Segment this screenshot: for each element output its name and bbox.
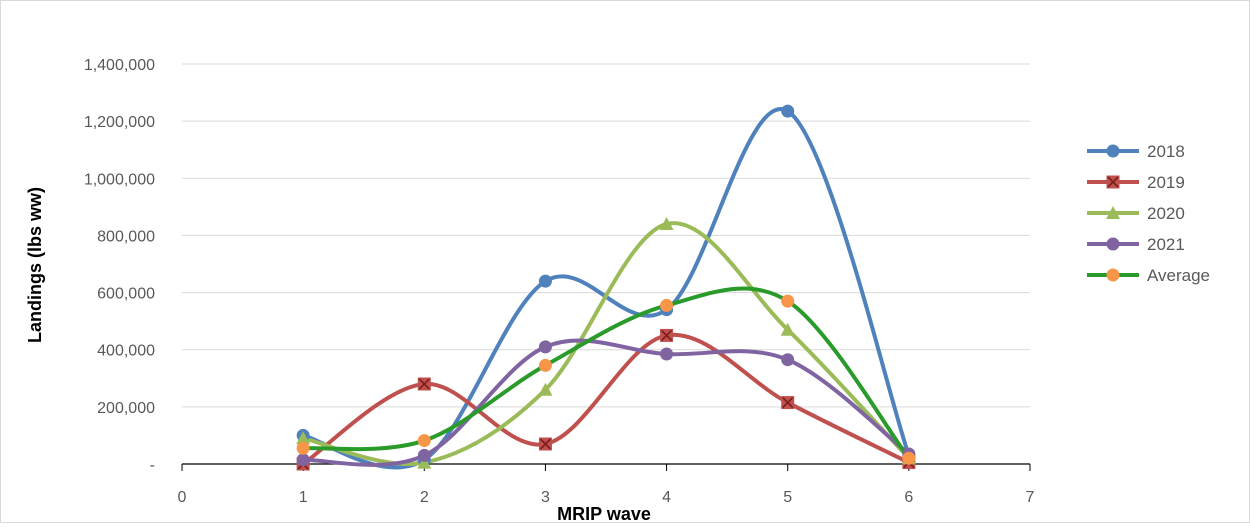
data-point-2021: [296, 453, 310, 467]
data-point-average: [902, 451, 916, 465]
x-tick-label: 6: [904, 489, 913, 506]
legend-label: Average: [1147, 266, 1210, 285]
legend: 2018 2019 2020 2021 Average: [1087, 142, 1210, 285]
data-point-2020: [538, 382, 553, 396]
series-lines: [301, 107, 911, 470]
series-line-2019: [301, 332, 911, 466]
series-line-2018: [301, 107, 911, 470]
x-tick-label: 7: [1026, 489, 1035, 506]
data-point-2018: [781, 104, 795, 118]
data-point-2021: [538, 340, 552, 354]
x-tick-label: 5: [783, 489, 792, 506]
data-point-2019: [660, 328, 674, 342]
legend-item-2021: 2021: [1087, 235, 1185, 254]
x-axis-title: MRIP wave: [557, 504, 651, 522]
data-point-2018: [538, 274, 552, 288]
legend-label: 2021: [1147, 235, 1185, 254]
legend-item-2020: 2020: [1087, 204, 1185, 223]
y-tick-label: 1,400,000: [84, 57, 155, 74]
legend-item-2018: 2018: [1087, 142, 1185, 161]
y-tick-label: 1,000,000: [84, 171, 155, 188]
data-point-average: [660, 298, 674, 312]
series-markers: [296, 104, 916, 471]
data-point-2019: [781, 396, 795, 410]
data-point-average: [781, 294, 795, 308]
y-tick-label: 600,000: [97, 286, 155, 303]
y-tick-label: 400,000: [97, 343, 155, 360]
legend-marker: [1106, 206, 1120, 219]
legend-label: 2020: [1147, 204, 1185, 223]
data-point-average: [296, 441, 310, 455]
data-point-2021: [660, 347, 674, 361]
legend-marker: [1106, 268, 1120, 282]
data-point-2020: [417, 455, 432, 469]
series-line-average: [301, 286, 911, 461]
axes: - 200,000 400,000 600,000 800,000 1,000,000 1,…: [84, 57, 1035, 506]
legend-marker: [1106, 237, 1120, 251]
series-line-2021: [301, 338, 911, 467]
x-tick-label: 1: [299, 489, 308, 506]
data-point-2019: [417, 377, 431, 391]
legend-label: 2019: [1147, 173, 1185, 192]
data-point-2020: [659, 217, 674, 230]
y-tick-label: 200,000: [97, 400, 155, 417]
y-tick-label: 800,000: [97, 228, 155, 245]
data-point-2021: [781, 353, 795, 367]
data-point-2021: [417, 448, 431, 462]
x-tick-label: 0: [178, 489, 187, 506]
legend-item-2019: 2019: [1087, 173, 1185, 192]
data-point-average: [538, 358, 552, 372]
y-axis-title: Landings (lbs ww): [25, 187, 45, 343]
data-point-2020: [296, 431, 311, 445]
data-point-average: [417, 434, 431, 448]
data-point-2019: [538, 437, 552, 451]
legend-label: 2018: [1147, 142, 1185, 161]
legend-marker: [1106, 175, 1120, 189]
x-tick-label: 2: [420, 489, 429, 506]
y-tick-label: -: [150, 457, 155, 474]
data-point-2020: [780, 322, 795, 336]
x-tick-label: 3: [541, 489, 550, 506]
legend-item-average: Average: [1087, 266, 1210, 285]
legend-marker: [1106, 144, 1120, 158]
x-tick-label: 4: [662, 489, 671, 506]
y-tick-label: 1,200,000: [84, 114, 155, 131]
gridlines: [182, 63, 1030, 408]
